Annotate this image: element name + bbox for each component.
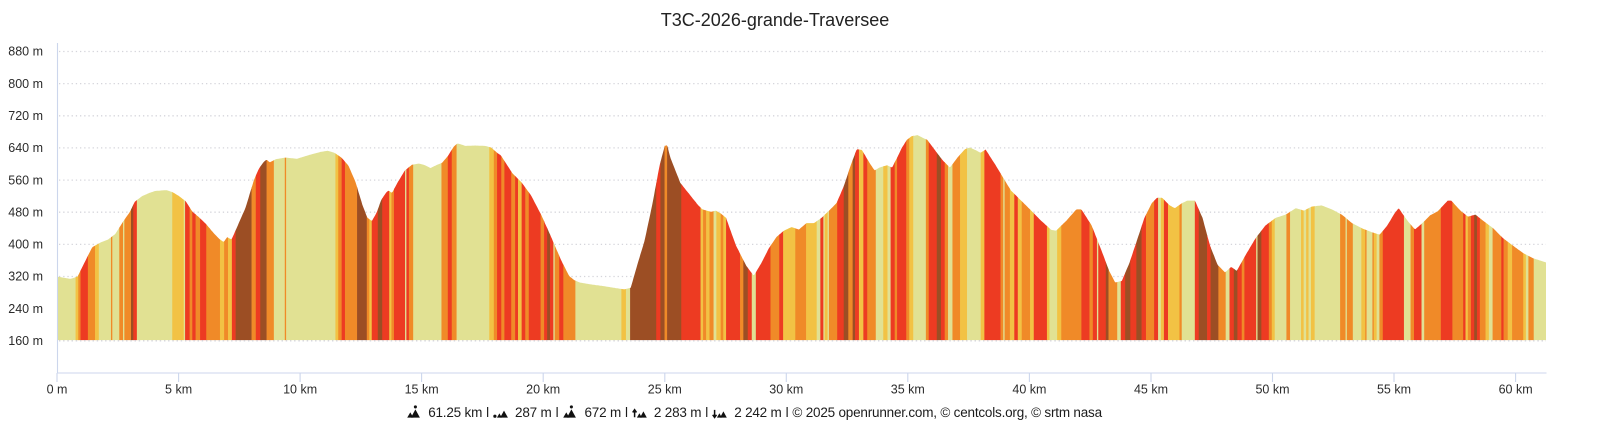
svg-text:0 m: 0 m: [47, 383, 68, 397]
svg-text:45 km: 45 km: [1134, 383, 1168, 397]
svg-text:560 m: 560 m: [8, 173, 43, 187]
svg-text:60 km: 60 km: [1499, 383, 1533, 397]
svg-text:25 km: 25 km: [648, 383, 682, 397]
svg-text:160 m: 160 m: [8, 334, 43, 348]
svg-text:50 km: 50 km: [1255, 383, 1289, 397]
svg-text:400 m: 400 m: [8, 238, 43, 252]
svg-text:55 km: 55 km: [1377, 383, 1411, 397]
svg-text:320 m: 320 m: [8, 270, 43, 284]
svg-text:40 km: 40 km: [1012, 383, 1046, 397]
svg-text:480 m: 480 m: [8, 205, 43, 219]
svg-text:10 km: 10 km: [283, 383, 317, 397]
svg-text:15 km: 15 km: [405, 383, 439, 397]
svg-text:880 m: 880 m: [8, 45, 43, 59]
svg-text:640 m: 640 m: [8, 141, 43, 155]
svg-text:5 km: 5 km: [165, 383, 192, 397]
svg-text:30 km: 30 km: [769, 383, 803, 397]
svg-text:720 m: 720 m: [8, 109, 43, 123]
svg-text:240 m: 240 m: [8, 302, 43, 316]
svg-text:35 km: 35 km: [891, 383, 925, 397]
svg-text:20 km: 20 km: [526, 383, 560, 397]
svg-text:800 m: 800 m: [8, 77, 43, 91]
